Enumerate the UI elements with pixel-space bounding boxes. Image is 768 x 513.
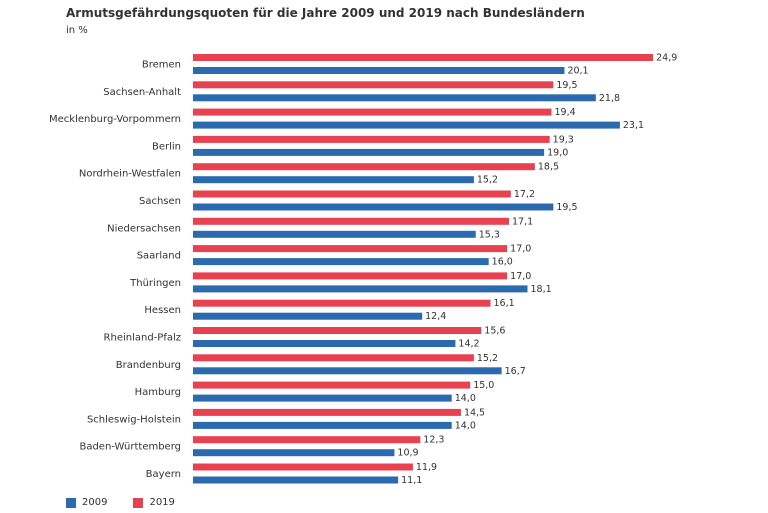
value-label-2009-rheinland-pfalz: 14,2 <box>458 339 479 350</box>
bar-2019-hessen[interactable] <box>193 299 491 307</box>
bar-2009-brandenburg[interactable] <box>193 367 502 375</box>
bar-2009-sachsen-anhalt[interactable] <box>193 94 596 102</box>
value-label-2019-bremen: 24,9 <box>656 53 677 64</box>
legend-swatch-2009 <box>66 497 76 508</box>
legend: 2009 2019 <box>66 497 201 508</box>
bar-2019-sachsen-anhalt[interactable] <box>193 81 554 89</box>
value-label-2019-th-ringen: 17,0 <box>510 271 531 282</box>
bar-2019-saarland[interactable] <box>193 245 508 253</box>
value-label-2009-niedersachsen: 15,3 <box>479 229 500 240</box>
bar-2019-nordrhein-westfalen[interactable] <box>193 163 535 171</box>
value-label-2009-bayern: 11,1 <box>401 475 422 486</box>
category-label-niedersachsen: Niedersachsen <box>107 223 181 234</box>
category-label-schleswig-holstein: Schleswig-Holstein <box>87 414 181 425</box>
value-label-2009-hamburg: 14,0 <box>455 393 476 404</box>
value-label-2019-niedersachsen: 17,1 <box>512 216 533 227</box>
value-label-2019-sachsen-anhalt: 19,5 <box>556 80 577 91</box>
value-label-2019-rheinland-pfalz: 15,6 <box>484 326 505 337</box>
bar-2009-hamburg[interactable] <box>193 394 452 402</box>
value-label-2019-saarland: 17,0 <box>510 244 531 255</box>
bar-2019-sachsen[interactable] <box>193 190 511 198</box>
value-label-2019-bayern: 11,9 <box>416 462 437 473</box>
bar-2019-th-ringen[interactable] <box>193 272 508 280</box>
value-label-2009-saarland: 16,0 <box>492 257 513 268</box>
bar-2009-niedersachsen[interactable] <box>193 230 476 238</box>
value-label-2009-sachsen: 19,5 <box>556 202 577 213</box>
bar-2019-hamburg[interactable] <box>193 381 471 389</box>
bar-2009-baden-w-rttemberg[interactable] <box>193 449 395 457</box>
category-label-rheinland-pfalz: Rheinland-Pfalz <box>104 333 181 344</box>
value-label-2009-baden-w-rttemberg: 10,9 <box>397 448 418 459</box>
value-label-2019-hamburg: 15,0 <box>473 380 494 391</box>
bar-2009-nordrhein-westfalen[interactable] <box>193 176 474 184</box>
bar-2019-bremen[interactable] <box>193 54 654 61</box>
legend-label-2019: 2019 <box>149 497 175 508</box>
value-label-2009-berlin: 19,0 <box>547 147 568 158</box>
bar-2009-saarland[interactable] <box>193 258 489 266</box>
chart-subtitle: in % <box>66 25 88 36</box>
category-label-berlin: Berlin <box>152 141 181 152</box>
category-label-saarland: Saarland <box>137 251 181 262</box>
category-label-hessen: Hessen <box>144 305 181 316</box>
value-label-2009-hessen: 12,4 <box>425 311 446 322</box>
bar-2009-sachsen[interactable] <box>193 203 554 211</box>
bar-2009-bayern[interactable] <box>193 476 399 484</box>
value-label-2009-brandenburg: 16,7 <box>505 366 526 377</box>
value-label-2009-mecklenburg-vorpommern: 23,1 <box>623 120 644 131</box>
bar-2009-rheinland-pfalz[interactable] <box>193 340 456 347</box>
bar-2019-schleswig-holstein[interactable] <box>193 408 461 416</box>
bar-2019-baden-w-rttemberg[interactable] <box>193 436 421 444</box>
bar-2019-brandenburg[interactable] <box>193 354 474 362</box>
legend-swatch-2019 <box>133 497 144 508</box>
legend-item-2009[interactable]: 2009 <box>66 497 107 508</box>
category-label-hamburg: Hamburg <box>135 387 181 398</box>
bar-2009-berlin[interactable] <box>193 148 545 156</box>
category-label-baden-w-rttemberg: Baden-Württemberg <box>79 442 181 453</box>
bar-2009-hessen[interactable] <box>193 312 423 320</box>
value-label-2019-berlin: 19,3 <box>553 134 574 145</box>
value-label-2019-brandenburg: 15,2 <box>477 353 498 364</box>
value-label-2009-th-ringen: 18,1 <box>530 284 551 295</box>
category-label-nordrhein-westfalen: Nordrhein-Westfalen <box>79 169 181 180</box>
legend-item-2019[interactable]: 2019 <box>133 497 175 508</box>
value-label-2019-mecklenburg-vorpommern: 19,4 <box>555 107 576 118</box>
value-label-2019-sachsen: 17,2 <box>514 189 535 200</box>
bar-chart: Bremen 24,9 20,1 Sachsen-Anhalt 19,5 21,8 Meck… <box>49 53 677 487</box>
value-label-2019-nordrhein-westfalen: 18,5 <box>538 162 559 173</box>
category-label-bayern: Bayern <box>146 469 181 480</box>
bar-2019-bayern[interactable] <box>193 463 413 471</box>
bar-2009-schleswig-holstein[interactable] <box>193 421 452 429</box>
value-label-2019-hessen: 16,1 <box>494 298 515 309</box>
category-label-sachsen: Sachsen <box>139 196 181 207</box>
value-label-2019-baden-w-rttemberg: 12,3 <box>423 435 444 446</box>
bar-2019-rheinland-pfalz[interactable] <box>193 327 482 334</box>
bar-2019-niedersachsen[interactable] <box>193 217 510 225</box>
category-label-sachsen-anhalt: Sachsen-Anhalt <box>103 87 181 98</box>
value-label-2009-bremen: 20,1 <box>567 66 588 77</box>
value-label-2009-sachsen-anhalt: 21,8 <box>599 93 620 104</box>
category-label-bremen: Bremen <box>142 60 181 71</box>
category-label-brandenburg: Brandenburg <box>116 360 181 371</box>
value-label-2009-nordrhein-westfalen: 15,2 <box>477 175 498 186</box>
category-label-th-ringen: Thüringen <box>129 278 181 289</box>
value-label-2009-schleswig-holstein: 14,0 <box>455 420 476 431</box>
bar-2019-berlin[interactable] <box>193 135 550 143</box>
bar-2019-mecklenburg-vorpommern[interactable] <box>193 108 552 116</box>
bar-2009-th-ringen[interactable] <box>193 285 528 293</box>
legend-label-2009: 2009 <box>82 497 108 508</box>
value-label-2019-schleswig-holstein: 14,5 <box>464 407 485 418</box>
chart-title: Armutsgefährdungsquoten für die Jahre 20… <box>66 6 585 20</box>
bar-2009-mecklenburg-vorpommern[interactable] <box>193 121 620 129</box>
category-label-mecklenburg-vorpommern: Mecklenburg-Vorpommern <box>49 114 181 125</box>
bar-2009-bremen[interactable] <box>193 67 565 74</box>
